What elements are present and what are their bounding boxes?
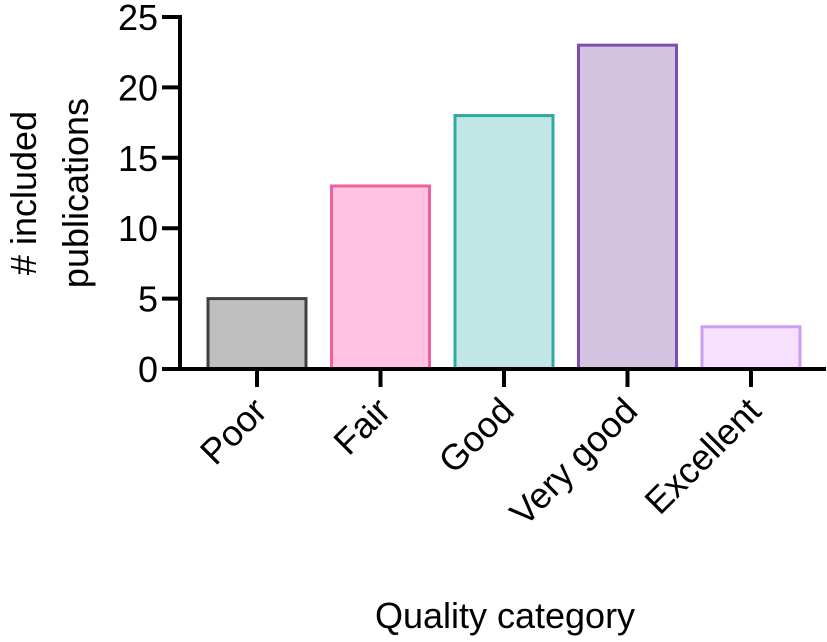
y-tick-label: 15 <box>118 138 158 179</box>
bar-fair <box>330 184 431 371</box>
y-tick-label: 25 <box>118 0 158 38</box>
y-axis-ticks: 0 5 10 15 20 25 <box>118 0 180 390</box>
y-tick-label: 5 <box>138 279 158 320</box>
bar-excellent <box>700 325 802 371</box>
x-axis-title: Quality category <box>375 595 635 636</box>
y-axis-title-line-1: # included <box>3 111 44 275</box>
x-tick-label: Excellent <box>636 390 768 522</box>
bar-poor <box>206 297 308 371</box>
y-tick-label: 20 <box>118 67 158 108</box>
bar-very-good <box>577 43 678 371</box>
x-tick-label: Good <box>430 390 521 481</box>
y-tick-label: 0 <box>138 349 158 390</box>
bar-good <box>453 114 555 371</box>
x-tick-label: Very good <box>502 390 646 534</box>
y-axis-title-line-2: publications <box>55 98 96 288</box>
x-tick-label: Fair <box>325 390 398 463</box>
x-tick-label: Poor <box>192 390 275 473</box>
y-tick-label: 10 <box>118 208 158 249</box>
bars-group <box>206 43 802 371</box>
